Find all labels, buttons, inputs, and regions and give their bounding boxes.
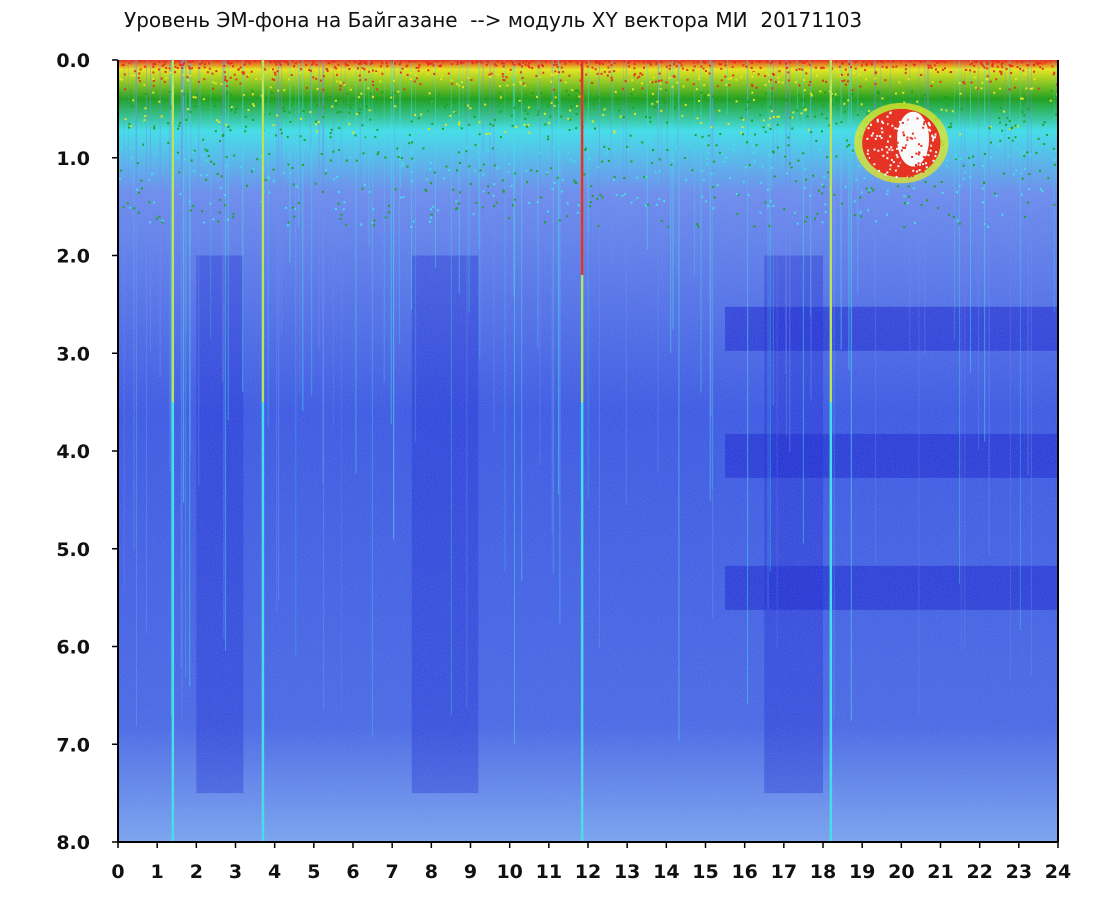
x-tick-label: 7 (386, 861, 399, 883)
x-tick-label: 20 (888, 861, 914, 883)
x-tick-label: 23 (1006, 861, 1032, 883)
x-tick-label: 8 (425, 861, 438, 883)
y-tick-label: 0.0 (56, 50, 90, 72)
x-tick-label: 1 (151, 861, 164, 883)
x-tick-label: 0 (111, 861, 124, 883)
x-tick-label: 14 (653, 861, 679, 883)
y-tick-label: 5.0 (56, 539, 90, 561)
y-tick-label: 3.0 (56, 343, 90, 365)
y-tick-label: 4.0 (56, 441, 90, 463)
x-tick-label: 24 (1045, 861, 1071, 883)
x-tick-label: 4 (268, 861, 281, 883)
heatmap-noise-overlay (118, 60, 1058, 842)
x-tick-label: 5 (307, 861, 320, 883)
x-tick-label: 19 (849, 861, 875, 883)
x-tick-label: 2 (190, 861, 203, 883)
x-tick-label: 9 (464, 861, 477, 883)
y-tick-label: 6.0 (56, 637, 90, 659)
x-tick-label: 16 (731, 861, 757, 883)
x-tick-label: 11 (536, 861, 562, 883)
x-tick-label: 21 (927, 861, 953, 883)
y-tick-label: 2.0 (56, 246, 90, 268)
x-tick-label: 22 (966, 861, 992, 883)
x-tick-label: 3 (229, 861, 242, 883)
y-axis-ticks: 0.0 1.0 2.0 3.0 4.0 5.0 6.0 7.0 8.0 (56, 50, 118, 854)
x-tick-label: 17 (771, 861, 797, 883)
x-tick-label: 18 (810, 861, 836, 883)
x-tick-label: 13 (614, 861, 640, 883)
x-tick-label: 10 (496, 861, 522, 883)
x-tick-label: 15 (692, 861, 718, 883)
chart-title: Уровень ЭМ-фона на Байгазане --> модуль … (124, 8, 863, 32)
x-tick-label: 6 (346, 861, 359, 883)
y-tick-label: 7.0 (56, 734, 90, 756)
y-tick-label: 8.0 (56, 832, 90, 854)
y-tick-label: 1.0 (56, 148, 90, 170)
x-tick-label: 12 (575, 861, 601, 883)
x-axis-ticks: 0 1 2 3 4 5 6 7 8 9 10 11 12 13 14 15 16 17 18 19 20 21 22 23 24 (111, 842, 1071, 883)
